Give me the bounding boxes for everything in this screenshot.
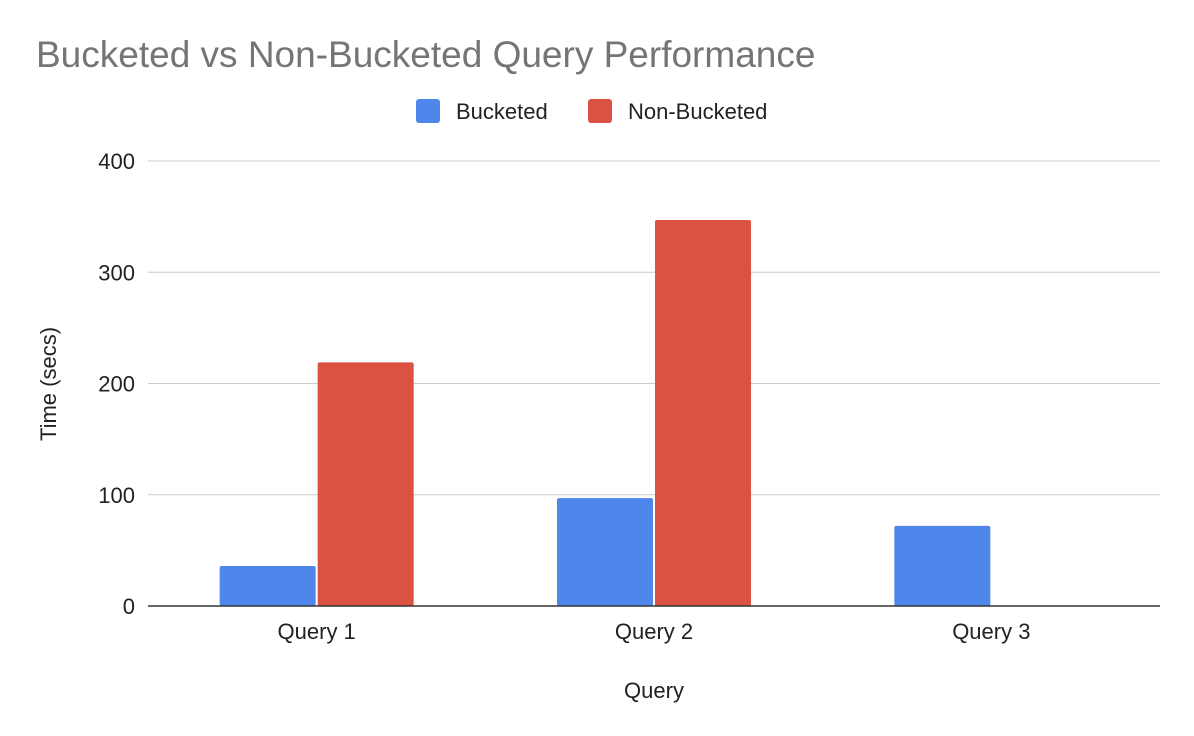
legend-swatch-bucketed — [416, 99, 440, 123]
chart-title: Bucketed vs Non-Bucketed Query Performan… — [36, 34, 815, 75]
bars — [219, 219, 991, 606]
bar-bucketed-query-2 — [557, 498, 653, 606]
legend-label-bucketed: Bucketed — [456, 99, 548, 124]
legend: Bucketed Non-Bucketed — [416, 99, 767, 124]
bar-bucketed-query-1 — [219, 565, 316, 606]
legend-swatch-non-bucketed — [588, 99, 612, 123]
y-tick-label-300: 300 — [98, 260, 135, 285]
x-tick-label-query-2: Query 2 — [615, 619, 693, 644]
x-tick-label-query-3: Query 3 — [952, 619, 1030, 644]
x-axis-title: Query — [624, 678, 684, 703]
x-tick-label-query-1: Query 1 — [278, 619, 356, 644]
bar-non-bucketed-query-2 — [655, 219, 751, 606]
bar-non-bucketed-query-1 — [317, 362, 414, 606]
y-axis-ticks: 0 100 200 300 400 — [98, 149, 135, 619]
gridlines — [148, 160, 1160, 496]
y-tick-label-400: 400 — [98, 149, 135, 174]
y-tick-label-0: 0 — [123, 594, 135, 619]
y-tick-label-200: 200 — [98, 372, 135, 397]
legend-label-non-bucketed: Non-Bucketed — [628, 99, 767, 124]
y-tick-label-100: 100 — [98, 483, 135, 508]
bar-bucketed-query-3 — [894, 525, 991, 606]
x-axis-ticks: Query 1 Query 2 Query 3 — [278, 619, 1031, 644]
y-axis-title: Time (secs) — [36, 327, 61, 441]
